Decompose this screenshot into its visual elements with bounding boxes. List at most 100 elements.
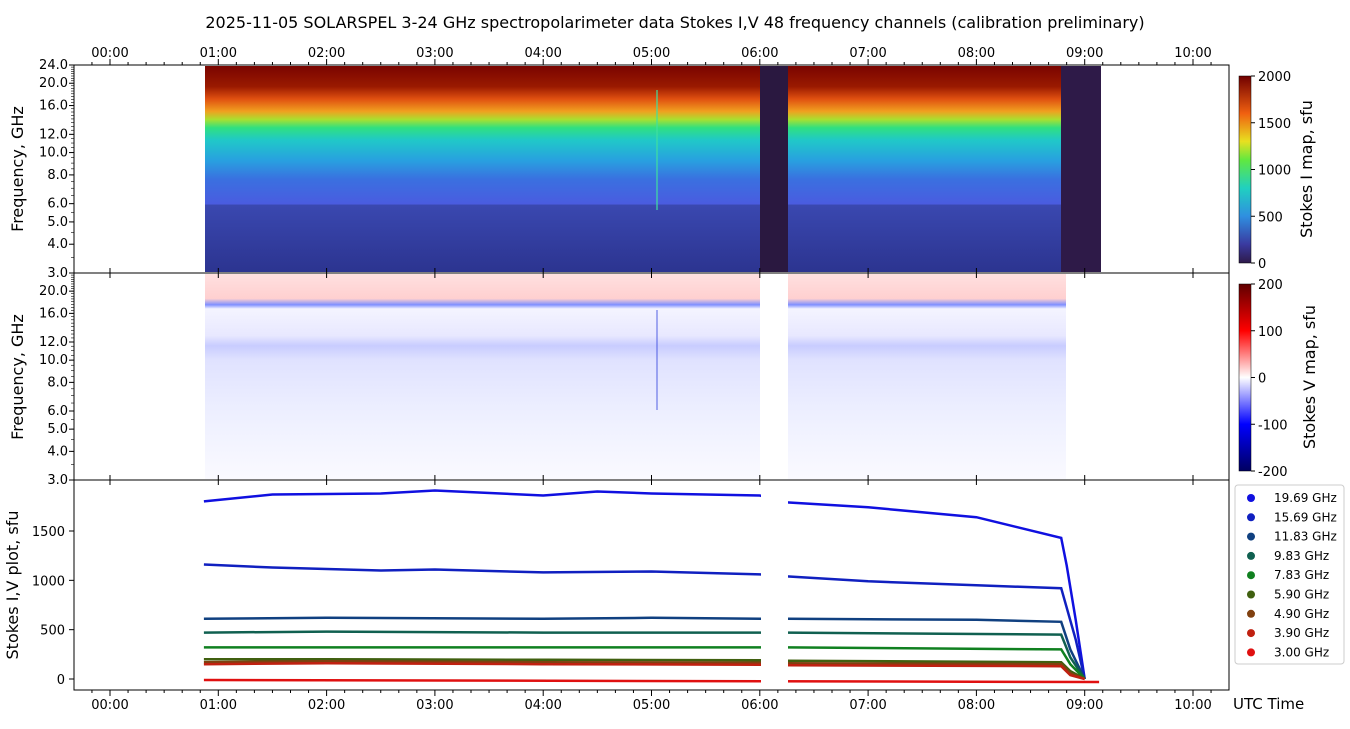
bottom-time-tick-label: 07:00 — [849, 698, 886, 713]
stokes-v-freq-tick: 4.0 — [47, 444, 68, 459]
stokes-v-ylabel: Frequency, GHz — [8, 314, 27, 440]
legend-label: 9.83 GHz — [1274, 549, 1329, 563]
stokes-v-freq-tick: 3.0 — [47, 473, 68, 488]
chart-title: 2025-11-05 SOLARSPEL 3-24 GHz spectropol… — [205, 13, 1144, 32]
stokes-v-segment-2 — [788, 274, 1066, 479]
stokes-v-cbar-tick: -100 — [1258, 418, 1288, 433]
stokes-i-freq-tick: 24.0 — [39, 58, 68, 73]
stokes-i-ylabel: Frequency, GHz — [8, 106, 27, 232]
bottom-time-tick-label: 01:00 — [200, 698, 237, 713]
stokes-i-freq-tick: 4.0 — [47, 237, 68, 252]
stokes-i-cbar-label: Stokes I map, sfu — [1297, 100, 1316, 238]
bottom-time-tick-label: 00:00 — [91, 698, 128, 713]
top-time-tick-label: 00:00 — [91, 46, 128, 61]
stokes-v-segment-1 — [205, 274, 760, 479]
legend-marker — [1247, 532, 1255, 541]
stokes-i-colorbar — [1238, 75, 1252, 264]
legend-label: 3.90 GHz — [1274, 626, 1329, 640]
top-time-tick-label: 10:00 — [1174, 46, 1211, 61]
plot-y-tick: 0 — [57, 673, 65, 688]
series-line — [203, 678, 1100, 684]
top-time-tick-label: 03:00 — [416, 46, 453, 61]
legend-label: 5.90 GHz — [1274, 588, 1329, 602]
legend-label: 4.90 GHz — [1274, 607, 1329, 621]
stokes-i-map — [205, 66, 1101, 272]
legend-label: 19.69 GHz — [1274, 491, 1337, 505]
legend-marker — [1247, 609, 1255, 618]
stokes-v-map — [205, 274, 1066, 479]
stokes-i-freq-tick: 8.0 — [47, 168, 68, 183]
stokes-v-cbar-tick: -200 — [1258, 465, 1288, 480]
stokes-i-cbar-tick: 1500 — [1258, 117, 1291, 132]
top-time-tick-label: 07:00 — [849, 46, 886, 61]
legend-label: 3.00 GHz — [1274, 645, 1329, 659]
top-time-tick-label: 09:00 — [1066, 46, 1103, 61]
stokes-v-freq-tick: 20.0 — [39, 284, 68, 299]
stokes-i-cbar-tick: 2000 — [1258, 70, 1291, 85]
legend: 19.69 GHz 15.69 GHz 11.83 GHz 9.83 GHz 7.83 … — [1247, 491, 1337, 659]
stokes-v-cbar-tick: 0 — [1258, 372, 1266, 387]
data-gap — [761, 484, 788, 684]
bottom-time-tick-label: 08:00 — [958, 698, 995, 713]
legend-label: 7.83 GHz — [1274, 568, 1329, 582]
top-time-tick-label: 02:00 — [308, 46, 345, 61]
top-time-tick-label: 06:00 — [741, 46, 778, 61]
stokes-i-cbar-tick: 500 — [1258, 210, 1283, 225]
stokes-v-freq-tick: 5.0 — [47, 422, 68, 437]
top-time-tick-label: 01:00 — [200, 46, 237, 61]
stokes-i-segment-2 — [788, 66, 1061, 272]
bottom-time-tick-label: 03:00 — [416, 698, 453, 713]
stokes-i-gap — [760, 66, 788, 272]
series-line — [203, 630, 1086, 680]
bottom-time-tick-label: 06:00 — [741, 698, 778, 713]
legend-marker — [1247, 590, 1255, 599]
bottom-time-tick-label: 05:00 — [633, 698, 670, 713]
legend-box — [1234, 484, 1345, 665]
stokes-v-freq-tick: 12.0 — [39, 335, 68, 350]
stokes-v-freq-tick: 10.0 — [39, 353, 68, 368]
top-time-tick-label: 05:00 — [633, 46, 670, 61]
legend-marker — [1247, 551, 1255, 560]
stokes-i-freq-tick: 16.0 — [39, 99, 68, 114]
legend-marker — [1247, 648, 1255, 657]
axis-ticks: 00:00 00:00 01:00 01:00 02:00 02:00 03:00 03:00… — [32, 46, 1291, 713]
stokes-v-cbar-tick: 100 — [1258, 325, 1283, 340]
stokes-i-freq-tick: 12.0 — [39, 127, 68, 142]
stokes-i-freq-tick: 6.0 — [47, 197, 68, 212]
plot-y-tick: 1000 — [32, 574, 65, 589]
stokes-v-freq-tick: 16.0 — [39, 306, 68, 321]
legend-marker — [1247, 571, 1255, 580]
stokes-v-freq-tick: 6.0 — [47, 404, 68, 419]
top-time-tick-label: 04:00 — [524, 46, 561, 61]
series-line — [203, 563, 1086, 680]
bottom-time-tick-label: 04:00 — [524, 698, 561, 713]
bottom-time-tick-label: 02:00 — [308, 698, 345, 713]
stokes-i-freq-tick: 10.0 — [39, 146, 68, 161]
plot-y-tick: 500 — [40, 624, 65, 639]
stokes-v-cbar-tick: 200 — [1258, 278, 1283, 293]
stokes-v-freq-tick: 8.0 — [47, 375, 68, 390]
bottom-time-tick-label: 10:00 — [1174, 698, 1211, 713]
plot-xlabel: UTC Time — [1233, 695, 1304, 713]
legend-label: 11.83 GHz — [1274, 530, 1337, 544]
stokes-i-end-gap — [1061, 66, 1101, 272]
legend-marker — [1247, 494, 1255, 502]
legend-marker — [1247, 629, 1255, 638]
stokes-i-freq-tick: 20.0 — [39, 76, 68, 91]
stokes-i-cbar-tick: 1000 — [1258, 164, 1291, 179]
stokes-i-segment-1 — [205, 66, 760, 272]
bottom-time-tick-label: 09:00 — [1066, 698, 1103, 713]
series-line — [203, 489, 1086, 680]
series-line — [203, 661, 1086, 681]
plot-ylabel: Stokes I,V plot, sfu — [3, 511, 22, 660]
top-time-tick-label: 08:00 — [958, 46, 995, 61]
plot-y-tick: 1500 — [32, 525, 65, 540]
legend-label: 15.69 GHz — [1274, 510, 1337, 524]
stokes-i-cbar-tick: 0 — [1258, 257, 1266, 272]
stokes-v-colorbar — [1238, 283, 1252, 472]
stokes-i-freq-tick: 3.0 — [47, 266, 68, 281]
series-layer — [203, 484, 1100, 684]
legend-marker — [1247, 513, 1255, 522]
stokes-v-cbar-label: Stokes V map, sfu — [1300, 305, 1319, 449]
